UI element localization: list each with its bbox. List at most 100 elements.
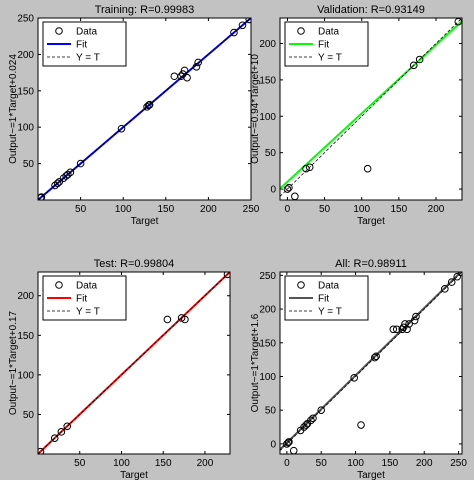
y-tick-label: 50	[265, 148, 277, 159]
x-tick-label: 200	[197, 458, 214, 469]
y-axis-label: Output~=1*Target+0.024	[8, 54, 19, 164]
plot-lines	[280, 272, 462, 454]
data-point	[63, 422, 72, 431]
legend-label: Fit	[318, 294, 329, 305]
data-point	[357, 421, 365, 429]
data-point	[403, 325, 411, 334]
data-point	[453, 272, 461, 281]
y-tick-label: 250	[259, 271, 276, 282]
data-point	[415, 55, 424, 64]
y-tick-label: 200	[259, 305, 276, 316]
legend-label: Y = T	[318, 307, 342, 318]
x-tick-label: 100	[113, 458, 130, 469]
x-tick-label: 150	[155, 458, 172, 469]
legend: Data Fit Y = T	[284, 275, 369, 321]
legend-label: Data	[76, 27, 98, 38]
y-axis-label: Output~=1*Target+0.17	[8, 310, 19, 415]
chart-panel-4: All: R=0.98911 0 50 100 150 200 250 0 50 100 150 20…	[250, 258, 467, 480]
y-tick-label: 100	[259, 112, 276, 123]
plot-frame	[279, 271, 463, 455]
data-point	[410, 316, 419, 325]
x-tick-label: 200	[416, 458, 433, 469]
legend-marker-data	[55, 281, 63, 289]
plot-lines	[38, 272, 230, 454]
data-point	[194, 58, 202, 67]
x-tick-label: 150	[391, 204, 408, 215]
data-point	[144, 101, 153, 110]
data-point	[389, 325, 398, 334]
y-tick-label: 0	[270, 439, 276, 450]
data-point	[145, 100, 154, 109]
data-point	[57, 428, 66, 436]
data-point	[183, 73, 191, 82]
y-axis-label: Output~=0.94*Target+10	[250, 54, 261, 164]
y-tick-label: 50	[23, 410, 35, 421]
data-point	[230, 28, 238, 37]
y-tick-label: 200	[17, 50, 34, 61]
chart-title: All: R=0.98911	[335, 258, 407, 270]
plot-frame	[37, 17, 252, 201]
y-tick-label: 0	[270, 185, 276, 196]
data-point	[307, 416, 315, 425]
x-tick-label: 50	[316, 458, 328, 469]
plot-frame	[37, 271, 231, 455]
data-point	[317, 406, 326, 414]
x-tick-label: 200	[200, 204, 217, 215]
legend-marker-data	[55, 27, 63, 35]
x-tick-label: 150	[157, 204, 174, 215]
legend-label: Fit	[318, 40, 329, 51]
data-point	[372, 352, 380, 361]
x-axis-label: Target	[357, 470, 385, 480]
chart-title: Test: R=0.99804	[94, 258, 174, 270]
chart-panel-3: Test: R=0.99804 50 100 150 200 50 100 150 200 Tar…	[8, 258, 231, 480]
legend-marker-data	[297, 27, 305, 35]
data-point	[284, 438, 293, 447]
data-point	[66, 168, 75, 177]
ideal-line	[38, 272, 230, 454]
y-tick-label: 150	[17, 331, 34, 342]
x-tick-label: 100	[115, 204, 132, 215]
data-point	[53, 179, 62, 188]
x-tick-label: 100	[347, 458, 364, 469]
fit-line	[280, 20, 462, 190]
x-tick-label: 250	[243, 204, 260, 215]
x-tick-label: 0	[284, 458, 290, 469]
legend-label: Data	[318, 281, 340, 292]
legend-label: Fit	[76, 40, 87, 51]
data-point	[283, 440, 291, 448]
data-point	[285, 438, 293, 446]
data-point	[363, 164, 372, 173]
data-point	[392, 325, 401, 334]
legend-label: Data	[76, 281, 98, 292]
data-point	[409, 61, 418, 70]
legend: Data Fit Y = T	[42, 21, 127, 67]
data-point	[283, 185, 292, 193]
data-point	[370, 353, 379, 362]
data-point	[163, 315, 172, 324]
y-tick-label: 150	[17, 86, 34, 97]
y-tick-label: 100	[259, 372, 276, 383]
legend: Data Fit Y = T	[284, 21, 369, 67]
x-axis-label: Target	[357, 216, 385, 227]
x-tick-label: 0	[285, 204, 291, 215]
chart-title: Training: R=0.99983	[95, 4, 195, 16]
x-tick-label: 50	[319, 204, 331, 215]
data-point	[302, 164, 310, 173]
x-tick-label: 200	[428, 204, 445, 215]
data-point	[117, 124, 126, 133]
y-tick-label: 150	[259, 338, 276, 349]
data-point	[192, 62, 201, 71]
y-tick-label: 250	[17, 14, 34, 25]
data-point	[181, 315, 189, 324]
legend-label: Y = T	[76, 53, 100, 64]
data-point	[305, 163, 314, 172]
y-tick-label: 200	[17, 291, 34, 302]
legend-label: Y = T	[76, 307, 100, 318]
plot-frame	[279, 17, 463, 201]
data-point	[302, 421, 310, 429]
y-tick-label: 150	[259, 75, 276, 86]
data-point	[38, 447, 45, 454]
legend: Data Fit Y = T	[42, 275, 127, 321]
data-point	[447, 278, 456, 286]
